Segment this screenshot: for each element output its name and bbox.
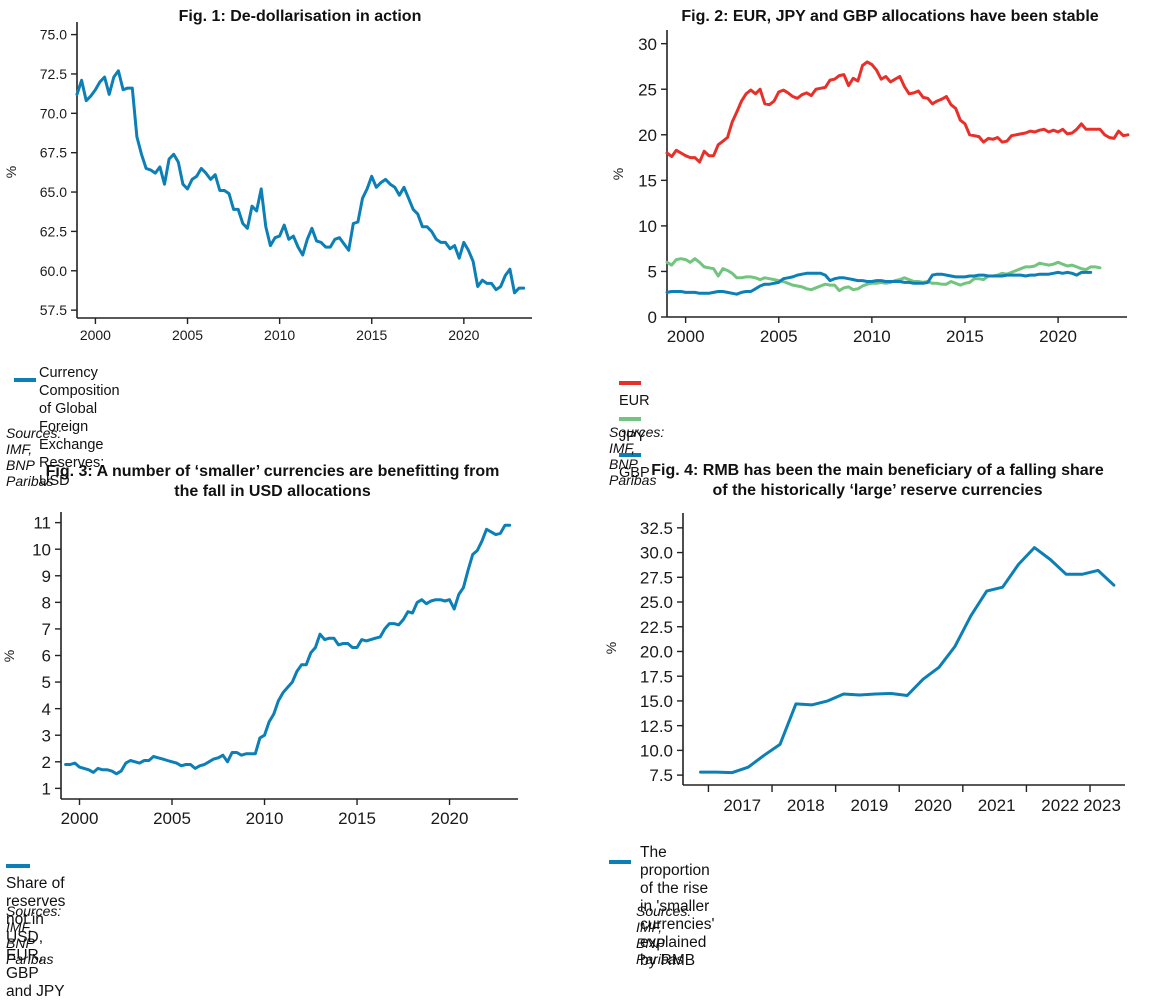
fig4-y-tick-label: 12.5 [640,717,673,736]
fig4-y-tick-label: 15.0 [640,692,673,711]
fig4-y-tick-label: 17.5 [640,667,673,686]
fig4-y-label: % [603,642,619,654]
fig4-y-tick-label: 25.0 [640,593,673,612]
fig4-y-tick-label: 30.0 [640,544,673,563]
fig4-x-tick-label: 2020 [914,796,952,815]
fig4-x-tick-label: 2017 [723,796,761,815]
fig4-x-tick-label: 2021 [978,796,1016,815]
fig4-y-tick-label: 20.0 [640,643,673,662]
fig4-x-tick-label: 2023 [1083,796,1121,815]
fig4-x-tick-label: 2019 [851,796,889,815]
fig4-y-tick-label: 27.5 [640,568,673,587]
fig4-source: Sources: IMF, BNP Paribas [636,903,691,967]
fig4-y-tick-label: 22.5 [640,618,673,637]
fig4-y-tick-label: 32.5 [640,519,673,538]
fig4-x-tick-label: 2022 [1041,796,1079,815]
fig4-legend-swatch [609,860,631,864]
fig4-plot: 7.5 10.0 12.5 15.0 17.5 20.0 22.5 25.0 27.5 30.0 3… [0,0,1164,929]
fig4-y-tick-label: 7.5 [649,766,673,785]
fig4-x-tick-label: 2018 [787,796,825,815]
fig4-y-tick-label: 10.0 [640,742,673,761]
fig4-series-line [701,548,1114,773]
